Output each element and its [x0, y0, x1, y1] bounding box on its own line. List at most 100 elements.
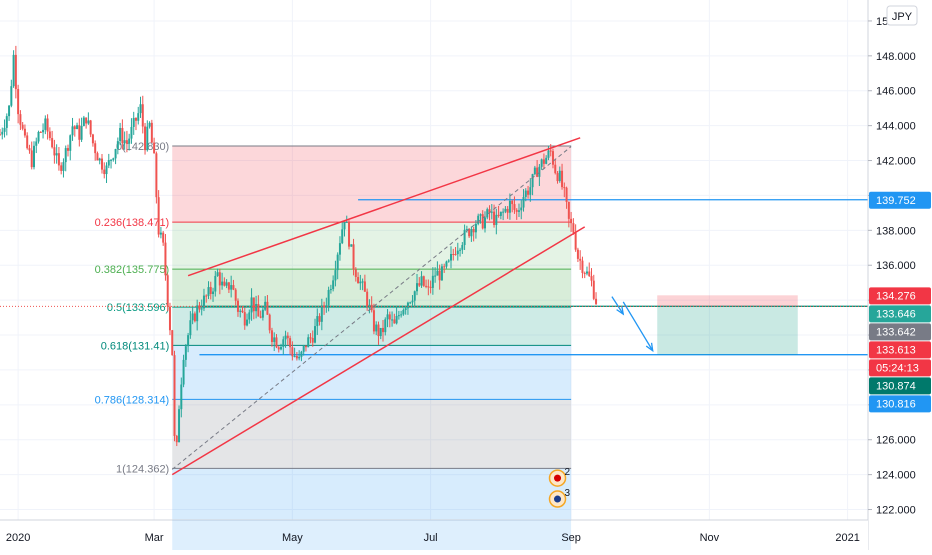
candle-body [209, 287, 212, 294]
price-label-badge [869, 287, 931, 305]
price-label-text: 05:24:13 [876, 362, 919, 374]
candle-body [406, 302, 409, 309]
candles [0, 45, 598, 447]
fib-level-label: 0.5(133.596) [107, 302, 169, 314]
candle-body [429, 286, 432, 288]
candle-body [470, 229, 473, 237]
candle-body [89, 120, 92, 135]
channel-lower-line[interactable] [171, 226, 586, 476]
candle-body [173, 355, 176, 436]
price-tick-label: 144.000 [876, 121, 916, 133]
candle-body [585, 271, 588, 274]
candle-body [495, 214, 498, 226]
price-tick-label: 146.000 [876, 86, 916, 98]
candle-body [55, 153, 58, 156]
candle-body [443, 266, 446, 268]
fib-trend-line[interactable] [171, 146, 572, 470]
candle-body [438, 270, 441, 281]
candle-body [44, 118, 47, 130]
currency-badge[interactable]: JPY [886, 5, 918, 26]
candle-body [493, 211, 496, 226]
candle-body [427, 286, 430, 288]
candle-body [184, 346, 187, 360]
candle-body [359, 281, 362, 284]
candle-body [511, 200, 514, 205]
channel-upper-line[interactable] [187, 137, 581, 277]
candle-body [461, 245, 464, 250]
candle-body [200, 308, 203, 310]
candle-body [576, 249, 579, 259]
candle-body [375, 324, 378, 332]
candle-body [289, 338, 292, 348]
candle-body [581, 260, 584, 273]
candle-body [472, 229, 475, 233]
event-count-label: 3 [565, 488, 571, 499]
candle-body [227, 282, 230, 290]
candle-body [463, 229, 466, 246]
candle-body [21, 124, 24, 129]
candle-body [105, 165, 108, 175]
candle-body [595, 298, 598, 304]
price-label-badge [869, 305, 931, 323]
time-axis[interactable]: 2020 Mar May Jul Sep Nov 2021 [0, 519, 868, 550]
candle-body [76, 125, 79, 130]
price-tick-label: 138.000 [876, 225, 916, 237]
fib-zone [172, 307, 572, 346]
candle-body [449, 253, 452, 261]
price-tick-label: 142.000 [876, 156, 916, 168]
candle-body [230, 285, 233, 290]
candle-body [456, 250, 459, 255]
time-tick-label: Jul [424, 532, 438, 544]
candle-body [71, 126, 74, 136]
candle-body [39, 131, 42, 133]
candle-body [354, 269, 357, 278]
candle-body [268, 314, 271, 331]
candle-body [250, 297, 253, 313]
candle-body [189, 320, 192, 336]
candle-body [551, 151, 554, 165]
price-tick-label: 148.000 [876, 51, 916, 63]
candle-body [304, 345, 307, 348]
event-count-label: 2 [565, 467, 571, 478]
price-axis[interactable]: 122.000124.000126.000128.000130.000132.0… [867, 0, 932, 550]
event-flag-icon [554, 495, 562, 503]
fibonacci-retracement[interactable]: 0(142.830)0.236(138.471)0.382(135.775)0.… [95, 141, 572, 520]
short-position-box[interactable] [657, 295, 798, 355]
candle-body [259, 316, 262, 318]
candle-body [465, 229, 468, 231]
position-stop-zone[interactable] [657, 295, 798, 307]
fib-level-label: 0.236(138.471) [95, 217, 170, 229]
candle-body [291, 347, 294, 357]
candle-body [488, 209, 491, 213]
candle-body [187, 335, 190, 347]
price-label-text: 133.642 [876, 326, 916, 338]
position-target-zone[interactable] [657, 306, 798, 355]
candle-body [483, 217, 486, 229]
candle-body [94, 143, 97, 154]
candle-body [372, 310, 375, 332]
fib-zone-extension [172, 468, 572, 520]
price-label-text: 130.874 [876, 380, 916, 392]
candle-body [12, 54, 15, 87]
candle-body [563, 187, 566, 189]
price-tick-label: 15 [876, 16, 888, 28]
event-markers[interactable]: 23 [548, 467, 571, 508]
candle-body [533, 167, 536, 175]
candle-body [57, 153, 60, 166]
candle-body [452, 253, 455, 255]
candle-body [132, 117, 135, 127]
candle-body [205, 295, 208, 297]
candle-body [400, 314, 403, 316]
candle-body [139, 104, 142, 114]
candle-body [112, 158, 115, 160]
candle-body [366, 291, 369, 306]
projection-arrow-line[interactable] [622, 301, 654, 352]
candle-body [363, 281, 366, 292]
projection-arrow-line[interactable] [611, 296, 624, 315]
trend-drawings[interactable] [171, 137, 654, 476]
candle-body [221, 281, 224, 286]
price-label-text: 134.276 [876, 290, 916, 302]
price-label-badge [869, 341, 931, 359]
candle-body [241, 310, 244, 313]
